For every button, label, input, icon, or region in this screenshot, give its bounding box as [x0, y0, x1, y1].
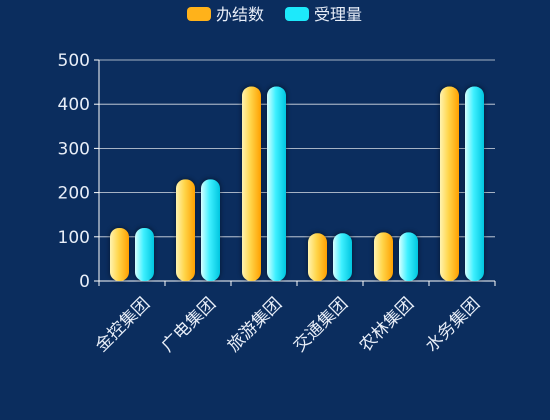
legend-swatch — [187, 7, 211, 21]
x-axis: 金控集团 广电集团 旅游集团 交通集团 农林集团 水务集团 — [92, 280, 496, 356]
bar[interactable] — [110, 227, 129, 281]
bar-1-3[interactable] — [241, 85, 262, 282]
y-tick-label: 500 — [58, 51, 90, 71]
bar-2-6[interactable] — [464, 85, 485, 282]
legend-swatch — [285, 7, 309, 21]
bar[interactable] — [465, 86, 484, 282]
bar[interactable] — [135, 227, 154, 281]
bar-1-2[interactable] — [175, 178, 196, 281]
bar-1-5[interactable] — [373, 231, 394, 281]
bar-2-3[interactable] — [266, 85, 287, 282]
bar[interactable] — [242, 86, 261, 282]
legend[interactable]: 办结数 受理量 — [187, 5, 362, 24]
x-tick-label: 金控集团 — [92, 294, 154, 356]
bar-1-1[interactable] — [109, 226, 130, 281]
x-tick-label: 广电集团 — [158, 294, 220, 356]
bar[interactable] — [201, 179, 220, 281]
legend-label: 受理量 — [314, 5, 362, 24]
bar[interactable] — [440, 86, 459, 282]
bar[interactable] — [399, 232, 418, 281]
bar-1-4[interactable] — [307, 232, 328, 281]
legend-item-2[interactable]: 受理量 — [285, 5, 362, 24]
x-tick-label: 旅游集团 — [224, 294, 286, 356]
y-tick-label: 400 — [58, 95, 90, 115]
y-tick-label: 0 — [79, 272, 90, 292]
bar[interactable] — [267, 86, 286, 282]
bar-2-4[interactable] — [332, 232, 353, 281]
x-tick-label: 水务集团 — [422, 294, 484, 356]
bar[interactable] — [176, 179, 195, 281]
gridlines — [99, 59, 495, 238]
bars — [109, 85, 485, 282]
bar[interactable] — [374, 232, 393, 281]
y-axis: 0 100 200 300 400 500 — [58, 51, 100, 292]
y-tick-label: 100 — [58, 228, 90, 248]
y-tick-label: 300 — [58, 139, 90, 159]
legend-label: 办结数 — [216, 5, 264, 24]
bar-2-2[interactable] — [200, 178, 221, 281]
bar[interactable] — [333, 233, 352, 281]
bar-1-6[interactable] — [439, 85, 460, 282]
x-tick-label: 交通集团 — [290, 294, 352, 356]
y-tick-label: 200 — [58, 184, 90, 204]
bar-2-1[interactable] — [134, 226, 155, 281]
bar-2-5[interactable] — [398, 231, 419, 281]
x-tick-label: 农林集团 — [356, 294, 418, 356]
bar[interactable] — [308, 233, 327, 281]
legend-item-1[interactable]: 办结数 — [187, 5, 264, 24]
